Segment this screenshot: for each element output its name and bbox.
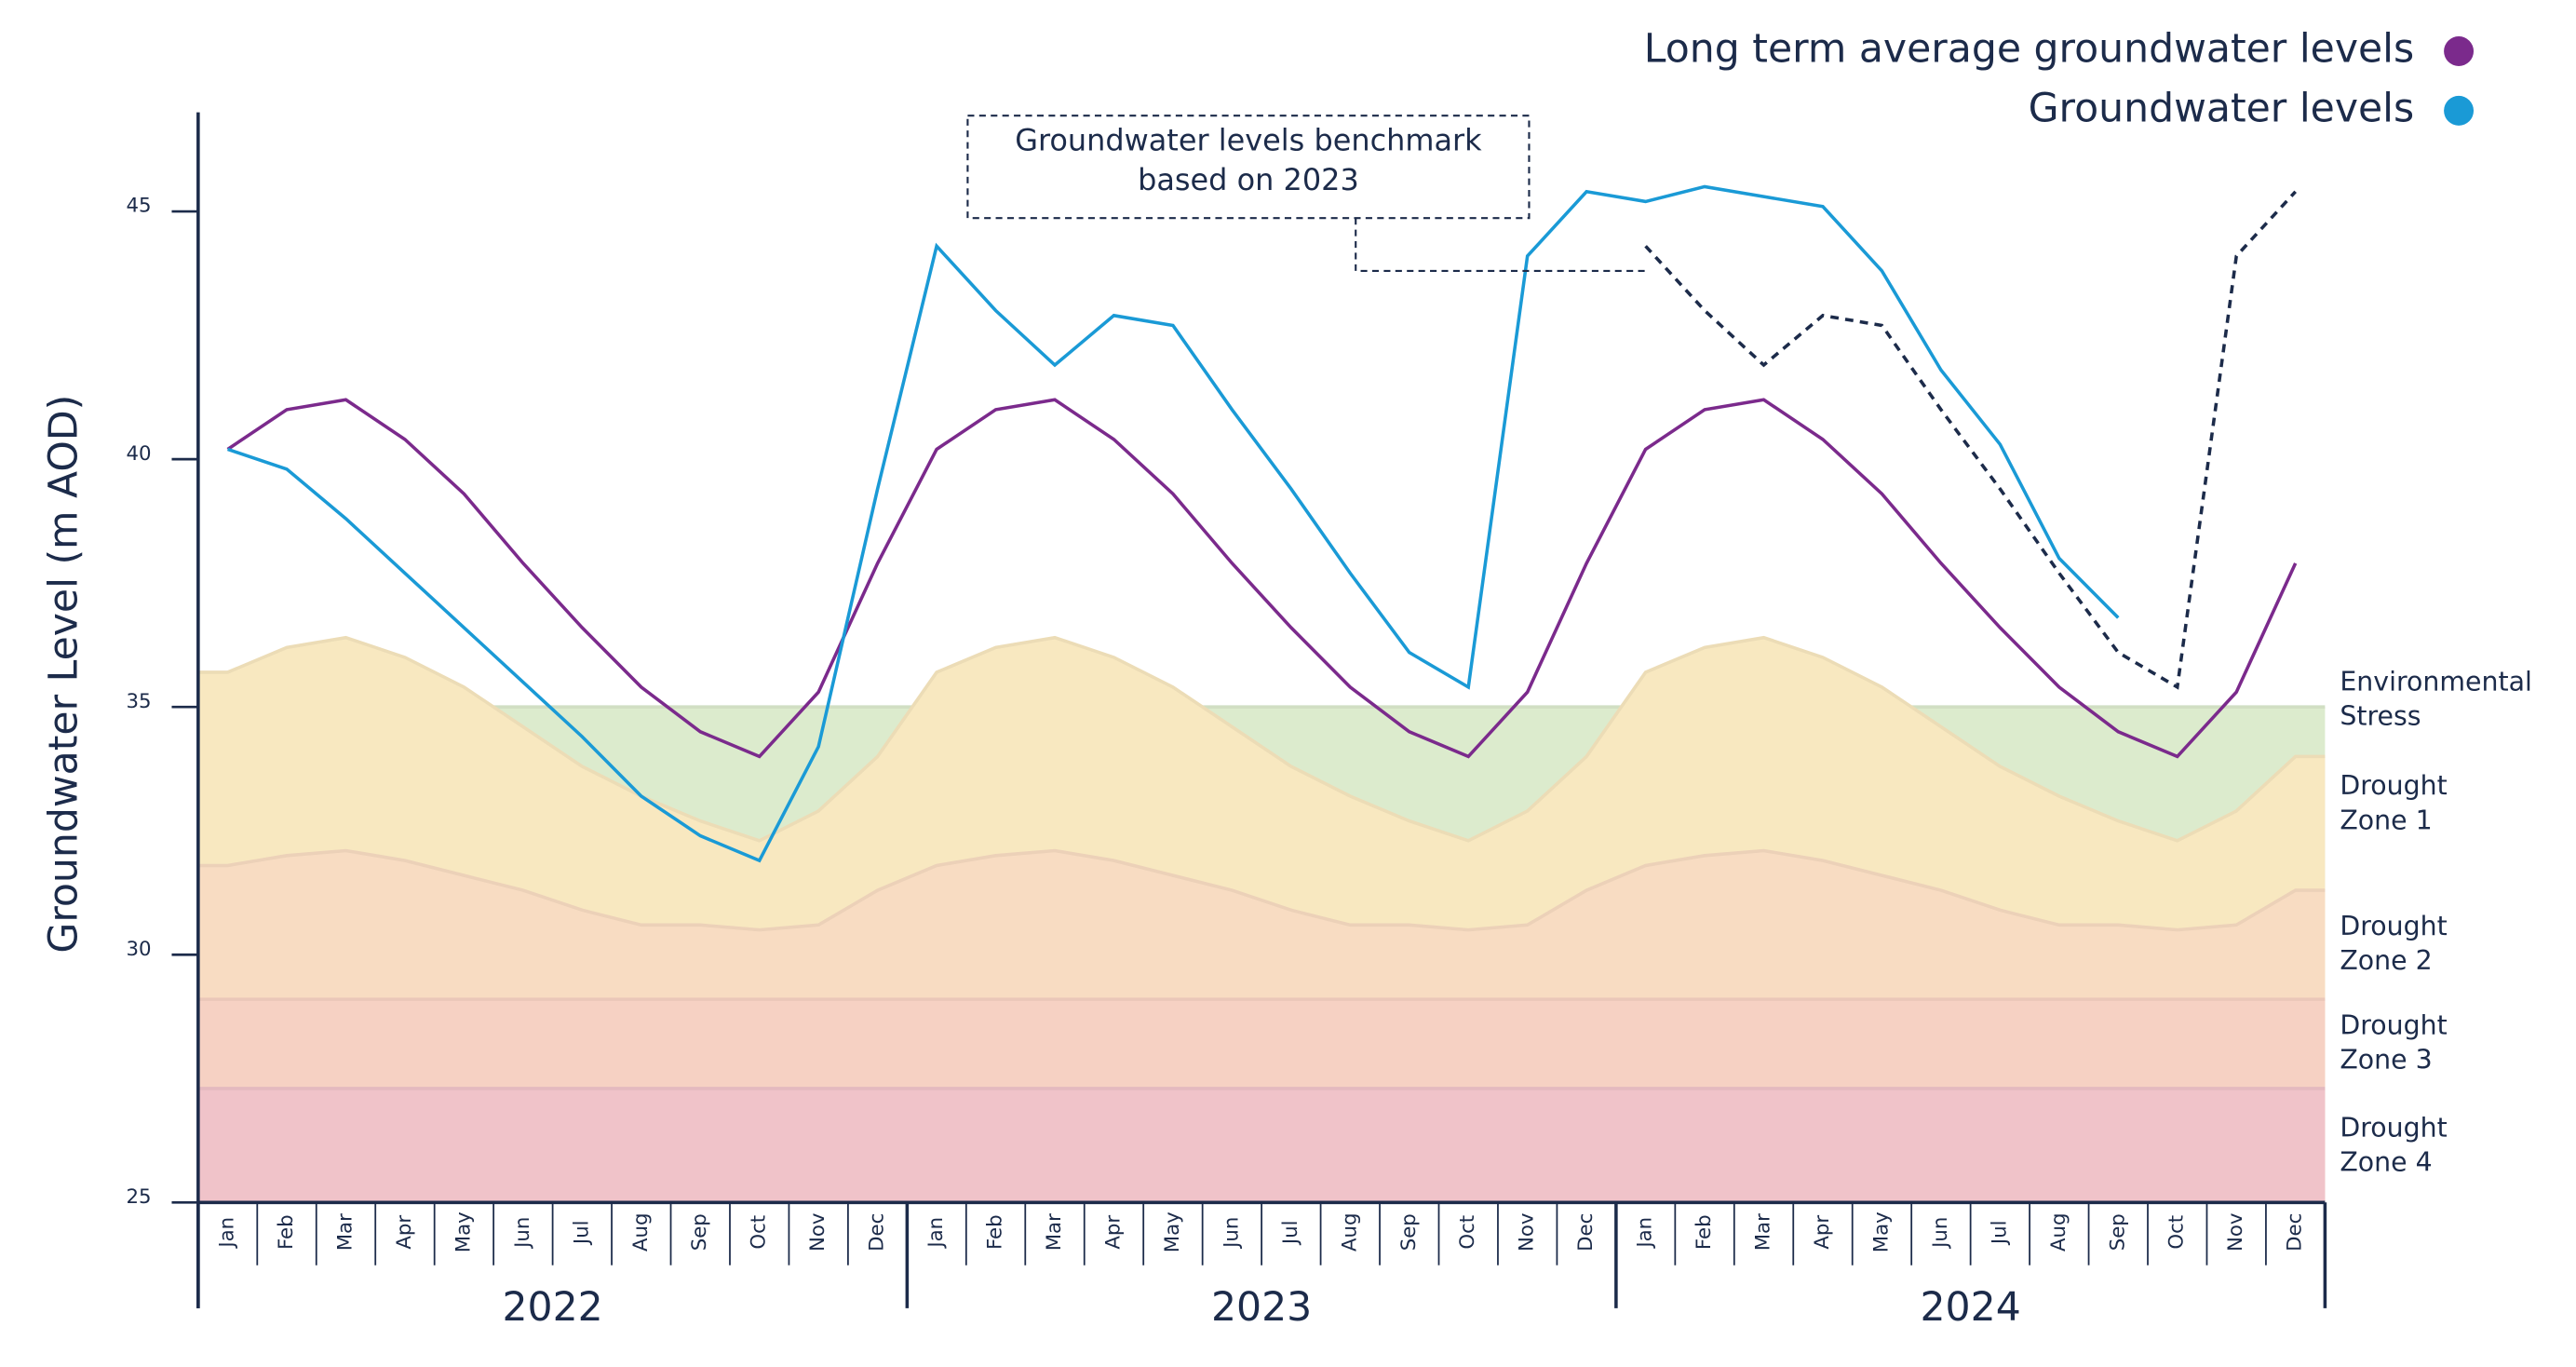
year-label: 2022 [502, 1284, 602, 1331]
x-tick-label: Mar [1043, 1213, 1066, 1251]
series-line [226, 398, 2298, 759]
zone-edge [197, 635, 2326, 843]
zone-area [197, 1088, 2326, 1203]
zone-edge [197, 848, 2326, 932]
labels: Environmental Stress Drought Zone 1 Drough… [2340, 665, 2532, 1177]
year-label: 2024 [1920, 1284, 2020, 1331]
x-tick-label: Jul [1988, 1220, 2011, 1246]
annotation-text: Groundwater levels benchmark based on 20… [1015, 124, 1482, 198]
x-tick-label: Jun [1929, 1217, 1952, 1250]
y-tick-label: 45 [126, 195, 151, 218]
annotation-connector [1355, 218, 1647, 272]
x-tick-label: Oct [1456, 1215, 1479, 1250]
x-tick-label: Jul [570, 1220, 593, 1246]
benchmark-line [1644, 190, 2297, 690]
zone-label: Drought Zone 2 [2340, 910, 2448, 977]
annotation: Groundwater levels benchmark based on 20… [1015, 124, 1482, 198]
x-tick-label: May [452, 1211, 475, 1252]
x-tick-label: Nov [806, 1212, 829, 1252]
x-tick-label: Oct [2165, 1215, 2189, 1250]
year-label: 2023 [1211, 1284, 1312, 1331]
legend: Long term average groundwater levels Grou… [1644, 26, 2475, 131]
y-tick-label: 25 [126, 1185, 151, 1209]
x-tick-label: Oct [748, 1215, 771, 1250]
x-tick-label: Jun [1220, 1217, 1243, 1250]
x-tick-label: Aug [629, 1212, 653, 1252]
x-tick-label: Mar [333, 1213, 357, 1251]
series-line [227, 184, 2120, 863]
zone-label-box: Environmental Stress [2340, 665, 2532, 732]
x-tick-label: Sep [688, 1213, 711, 1251]
x-tick-label: Feb [275, 1214, 298, 1250]
x-tick-label: Dec [2284, 1213, 2307, 1252]
y-tick-label: 35 [126, 690, 151, 713]
x-tick-label: Sep [1397, 1213, 1421, 1251]
x-tick-label: Feb [1693, 1214, 1716, 1250]
zone-label-box: Drought Zone 3 [2340, 1008, 2448, 1076]
x-tick-label: Nov [1516, 1212, 1539, 1252]
x-tick-label: Apr [1811, 1215, 1834, 1250]
x-tick-label: Feb [984, 1214, 1007, 1250]
x-tick-label: Apr [1101, 1215, 1125, 1250]
x-tick-label: Sep [2106, 1213, 2129, 1251]
x-tick-label: Jan [1634, 1217, 1657, 1250]
x-tick-label: Mar [1752, 1213, 1775, 1251]
zone-label-box: Drought Zone 1 [2340, 768, 2448, 835]
x-tick-label: May [1869, 1211, 1893, 1252]
zones [197, 635, 2326, 1203]
x-tick-label: Nov [2224, 1212, 2247, 1252]
x-tick-label: Jan [216, 1217, 239, 1250]
x-tick-label: Dec [1574, 1213, 1598, 1252]
y-tick-label: 40 [126, 442, 151, 466]
x-tick-label: Apr [393, 1215, 416, 1250]
axes: 25 30 35 40 45 Jan Feb Mar Apr May Jun Jul Aug Sep Oct… [126, 112, 2327, 1331]
legend-marker [2444, 95, 2475, 126]
x-tick-label: Aug [2047, 1212, 2070, 1252]
zone-label-box: Drought Zone 4 [2340, 1110, 2448, 1177]
lines [226, 184, 2298, 863]
x-tick-label: Jan [924, 1217, 948, 1250]
annotation-box [966, 115, 1531, 220]
x-tick-label: Jun [511, 1217, 534, 1250]
x-tick-label: Dec [866, 1213, 889, 1252]
zone-label: Drought Zone 1 [2340, 768, 2448, 835]
zone-label-box: Drought Zone 2 [2340, 910, 2448, 977]
legend-label: Long term average groundwater levels [1644, 26, 2414, 73]
legend-label: Groundwater levels [2029, 85, 2415, 131]
legend-marker [2444, 36, 2475, 66]
zone-label: Drought Zone 3 [2340, 1008, 2448, 1076]
x-tick-label: Aug [1338, 1212, 1361, 1252]
y-tick-label: 30 [126, 938, 151, 961]
y-axis-label: Groundwater Level (m AOD) [40, 395, 87, 954]
x-tick-label: Jul [1279, 1220, 1302, 1246]
zone-label: Environmental Stress [2340, 665, 2532, 732]
zone-label: Drought Zone 4 [2340, 1110, 2448, 1177]
x-tick-label: May [1161, 1211, 1184, 1252]
